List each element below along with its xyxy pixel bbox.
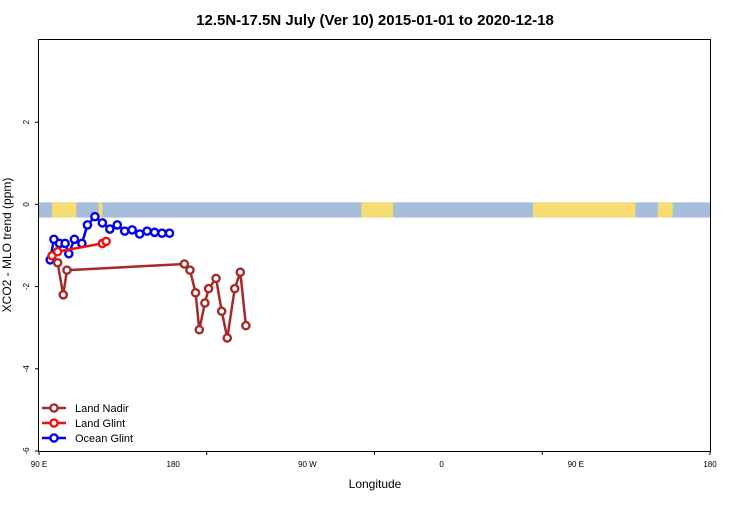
data-point (211, 273, 221, 284)
x-axis: 90 E 180 90 W 0 90 E 180 (31, 451, 717, 469)
data-point (235, 267, 246, 278)
series-layer (45, 211, 251, 343)
series-land-nadir (52, 257, 251, 343)
data-point (164, 228, 175, 238)
x-tick-label: 180 (167, 460, 181, 469)
data-point (216, 306, 227, 317)
legend-label: Land Nadir (75, 403, 129, 415)
y-tick-label: 2 (22, 119, 31, 124)
data-point (241, 320, 251, 331)
data-point (194, 324, 205, 335)
x-tick-label: 90 W (298, 460, 317, 469)
data-point (69, 234, 80, 245)
x-axis-label: Longitude (349, 477, 402, 491)
data-point (52, 257, 63, 268)
data-point (112, 220, 123, 230)
data-point (179, 259, 190, 269)
data-point (101, 236, 111, 247)
y-tick-label: 0 (22, 202, 31, 207)
y-tick-label: -6 (22, 447, 31, 455)
x-tick-label: 180 (703, 460, 717, 469)
legend-marker (49, 433, 59, 443)
data-point (105, 224, 115, 234)
data-point (90, 211, 100, 222)
map-strip-land (532, 202, 636, 218)
legend-marker (49, 418, 59, 428)
series-ocean-glint (45, 211, 175, 265)
data-point (229, 283, 240, 294)
plot-frame (38, 39, 711, 452)
data-point (222, 333, 233, 343)
map-strip-land (361, 202, 394, 218)
x-tick-label: 0 (439, 460, 444, 469)
data-point (82, 220, 93, 230)
data-point (142, 226, 152, 236)
legend: Land Nadir Land Glint Ocean Glint (42, 403, 133, 445)
x-tick-label: 90 E (31, 460, 47, 469)
data-point (134, 229, 145, 239)
data-point (119, 226, 130, 236)
legend-label: Ocean Glint (75, 433, 133, 445)
map-strip-land (657, 202, 673, 218)
data-point (200, 298, 210, 308)
data-point (62, 265, 72, 275)
chart-title: 12.5N-17.5N July (Ver 10) 2015-01-01 to … (196, 12, 554, 29)
x-tick-label: 90 E (568, 460, 584, 469)
data-point (97, 218, 108, 228)
data-point (185, 265, 195, 275)
data-point (52, 246, 63, 257)
y-axis-label: XCO2 - MLO trend (ppm) (0, 178, 14, 313)
map-strip-land (98, 202, 103, 218)
data-point (60, 238, 70, 249)
data-point (157, 228, 167, 238)
y-axis: -6 -4 -2 0 2 (22, 119, 39, 455)
series-land-glint (47, 236, 111, 261)
data-point (149, 227, 160, 238)
y-tick-label: -4 (22, 365, 31, 373)
legend-label: Land Glint (75, 418, 125, 430)
y-tick-label: -2 (22, 282, 31, 290)
legend-marker (49, 403, 59, 413)
map-strip (39, 202, 710, 218)
map-strip-land (52, 202, 77, 218)
data-point (127, 225, 137, 235)
data-point (190, 287, 201, 298)
data-point (58, 290, 69, 300)
data-point (203, 283, 214, 294)
